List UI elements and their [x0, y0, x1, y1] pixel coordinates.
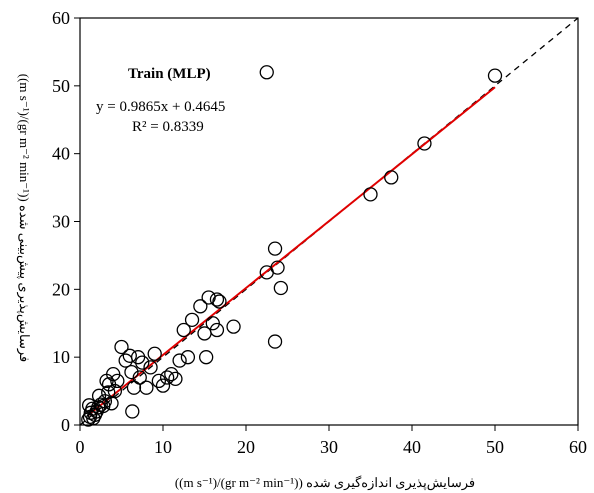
- data-point: [267, 241, 283, 256]
- data-point: [180, 350, 196, 365]
- data-point: [155, 378, 171, 393]
- data-point: [384, 170, 399, 185]
- data-point: [273, 280, 289, 296]
- data-point: [270, 260, 285, 275]
- data-point: [205, 316, 220, 331]
- y-tick-label: 10: [52, 347, 70, 367]
- annotation-r2: R² = 0.8339: [132, 119, 204, 135]
- x-tick-label: 20: [237, 437, 255, 457]
- x-tick-label: 50: [486, 437, 504, 457]
- y-tick-label: 30: [52, 212, 70, 232]
- data-point: [417, 136, 432, 151]
- x-tick-label: 30: [320, 437, 338, 457]
- data-point: [147, 346, 162, 361]
- y-tick-label: 0: [61, 415, 70, 435]
- x-tick-label: 60: [569, 437, 587, 457]
- y-axis-label: فرسایش‌پذیری پیش‌بینی شده ((gr m⁻² min⁻¹…: [16, 74, 32, 363]
- data-point: [226, 319, 241, 334]
- data-point: [193, 299, 208, 314]
- data-point: [363, 187, 378, 202]
- data-point: [139, 380, 154, 395]
- data-point: [85, 401, 100, 416]
- data-points: [81, 65, 503, 427]
- data-point: [122, 348, 137, 363]
- x-tick-label: 40: [403, 437, 421, 457]
- data-point: [267, 334, 283, 349]
- data-point: [164, 366, 179, 382]
- data-point: [184, 312, 200, 328]
- data-point: [259, 65, 274, 80]
- data-point: [209, 322, 225, 338]
- y-tick-label: 60: [52, 8, 70, 28]
- data-point: [114, 339, 129, 355]
- axis-ticks: 0 10 20 30 40 50 60 0 10 20 30 40 50 60: [52, 8, 587, 457]
- data-point: [168, 371, 183, 387]
- y-tick-label: 50: [52, 76, 70, 96]
- data-point: [487, 68, 503, 83]
- data-point: [212, 294, 227, 309]
- data-point: [110, 373, 125, 389]
- annotation-title: Train (MLP): [128, 66, 211, 82]
- data-point: [93, 397, 108, 412]
- data-point: [97, 394, 113, 409]
- annotation-equation: y = 0.9865x + 0.4645: [96, 99, 225, 115]
- y-tick-label: 20: [52, 279, 70, 299]
- data-point: [101, 385, 116, 400]
- data-point: [126, 380, 142, 395]
- data-point: [132, 370, 147, 385]
- x-tick-label: 0: [76, 437, 85, 457]
- y-tick-label: 40: [52, 144, 70, 164]
- data-point: [124, 364, 139, 380]
- data-point: [106, 366, 121, 382]
- data-point: [172, 353, 187, 368]
- fit-line-group: [87, 86, 496, 416]
- fit-line: [87, 86, 496, 416]
- data-point: [199, 350, 214, 365]
- x-axis-label: فرسایش‌پذیری اندازه‌گیری شده ((gr m⁻² mi…: [175, 475, 475, 491]
- x-tick-label: 10: [154, 437, 172, 457]
- data-point: [125, 404, 140, 419]
- data-point: [143, 360, 158, 375]
- data-point: [135, 355, 150, 370]
- data-point: [209, 292, 225, 307]
- data-point: [176, 322, 191, 338]
- data-point: [159, 370, 175, 385]
- data-point: [151, 373, 167, 389]
- data-point: [107, 383, 123, 399]
- data-point: [86, 411, 101, 426]
